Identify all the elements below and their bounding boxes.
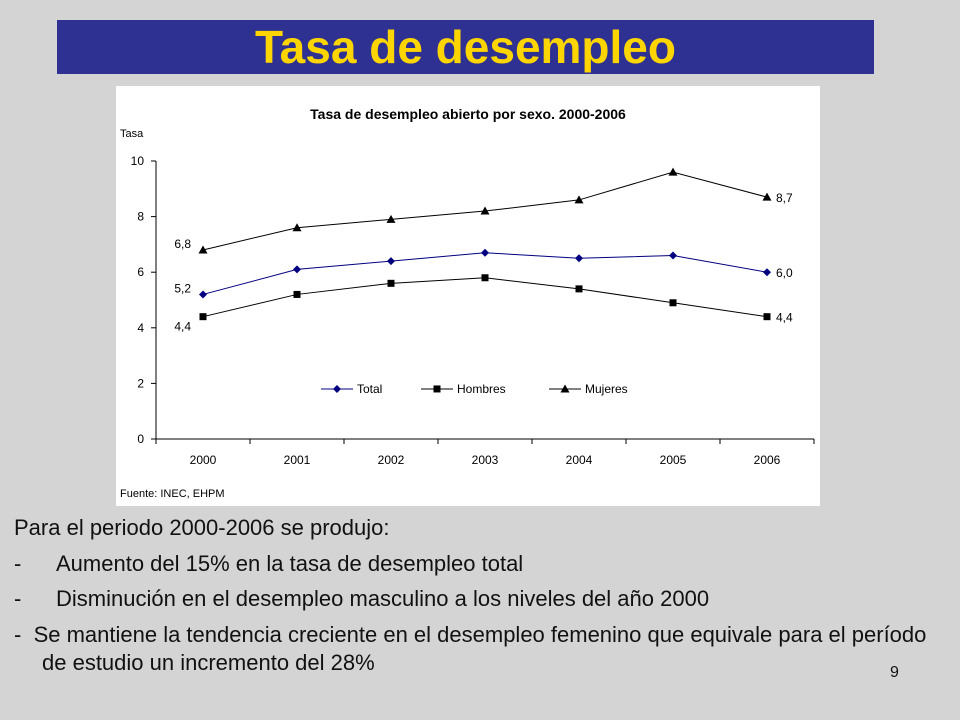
data-point-hombres — [575, 285, 583, 293]
bullet-marker: - — [14, 621, 22, 647]
bullet-text: Aumento del 15% en la tasa de desempleo … — [56, 550, 524, 576]
data-point-hombres — [199, 313, 207, 321]
x-tick-label: 2003 — [472, 453, 499, 467]
data-point-mujeres — [668, 167, 678, 176]
plot-area: 0 2 4 6 8 10 2000 2001 2002 2003 2004 2005 2006 5,2 6,… — [131, 154, 815, 467]
data-point-total — [481, 248, 489, 257]
data-label: 5,2 — [174, 281, 191, 295]
data-point-total — [763, 268, 771, 277]
x-tick-label: 2005 — [660, 453, 687, 467]
y-tick-label: 10 — [131, 154, 145, 168]
y-tick-label: 6 — [137, 265, 144, 279]
data-point-hombres — [481, 274, 489, 282]
summary-text: Para el periodo 2000-2006 se produjo: - … — [14, 514, 944, 685]
y-tick-label: 2 — [137, 376, 144, 390]
bullet-marker: - — [14, 550, 22, 576]
line-chart: Tasa de desempleo abierto por sexo. 2000… — [120, 106, 815, 500]
bullet-item: - Se mantiene la tendencia creciente en … — [14, 621, 944, 678]
x-tick-label: 2004 — [566, 453, 593, 467]
bullet-text: Disminución en el desempleo masculino a … — [56, 586, 710, 612]
y-tick-label: 4 — [137, 321, 144, 335]
x-tick-label: 2000 — [190, 453, 217, 467]
bullet-item: - Disminución en el desempleo masculino … — [14, 585, 944, 614]
slide-title: Tasa de desempleo — [255, 21, 676, 73]
y-tick-label: 0 — [137, 432, 144, 446]
title-bar: Tasa de desempleo — [57, 20, 874, 74]
data-label: 8,7 — [776, 191, 793, 205]
summary-intro: Para el periodo 2000-2006 se produjo: — [14, 515, 390, 540]
legend-label: Hombres — [457, 382, 506, 396]
data-point-total — [575, 254, 583, 263]
data-point-mujeres — [480, 206, 490, 215]
legend-marker — [333, 384, 341, 393]
data-label: 4,4 — [776, 311, 793, 325]
y-axis-label: Tasa — [120, 128, 144, 140]
chart-title: Tasa de desempleo abierto por sexo. 2000… — [310, 106, 626, 122]
x-tick-label: 2002 — [378, 453, 405, 467]
data-label: 6,8 — [174, 237, 191, 251]
legend-marker — [433, 385, 441, 393]
data-point-mujeres — [574, 195, 584, 204]
data-point-total — [293, 265, 301, 274]
data-label: 6,0 — [776, 266, 793, 280]
bullet-text: Se mantiene la tendencia creciente en el… — [33, 621, 927, 676]
bullet-marker: - — [14, 586, 22, 612]
data-point-total — [387, 257, 395, 266]
series-line-hombres — [202, 277, 768, 318]
page-number: 9 — [890, 664, 899, 681]
legend-marker — [560, 384, 570, 393]
data-point-hombres — [293, 290, 301, 298]
data-point-total — [199, 290, 207, 299]
chart-source: Fuente: INEC, EHPM — [120, 488, 225, 500]
bullet-item: - Aumento del 15% en la tasa de desemple… — [14, 550, 944, 579]
legend-label: Total — [357, 382, 382, 396]
data-point-hombres — [763, 313, 771, 321]
data-point-hombres — [387, 279, 395, 287]
data-point-mujeres — [292, 223, 302, 232]
x-tick-label: 2001 — [284, 453, 311, 467]
data-point-total — [669, 251, 677, 260]
data-label: 4,4 — [174, 320, 191, 334]
data-point-mujeres — [762, 192, 772, 201]
x-tick-label: 2006 — [754, 453, 781, 467]
series-line-total — [202, 252, 768, 295]
chart-container: Tasa de desempleo abierto por sexo. 2000… — [116, 86, 820, 506]
data-point-hombres — [669, 299, 677, 307]
y-tick-label: 8 — [137, 210, 144, 224]
legend-label: Mujeres — [585, 382, 628, 396]
data-point-mujeres — [198, 245, 208, 254]
data-point-mujeres — [386, 214, 396, 223]
